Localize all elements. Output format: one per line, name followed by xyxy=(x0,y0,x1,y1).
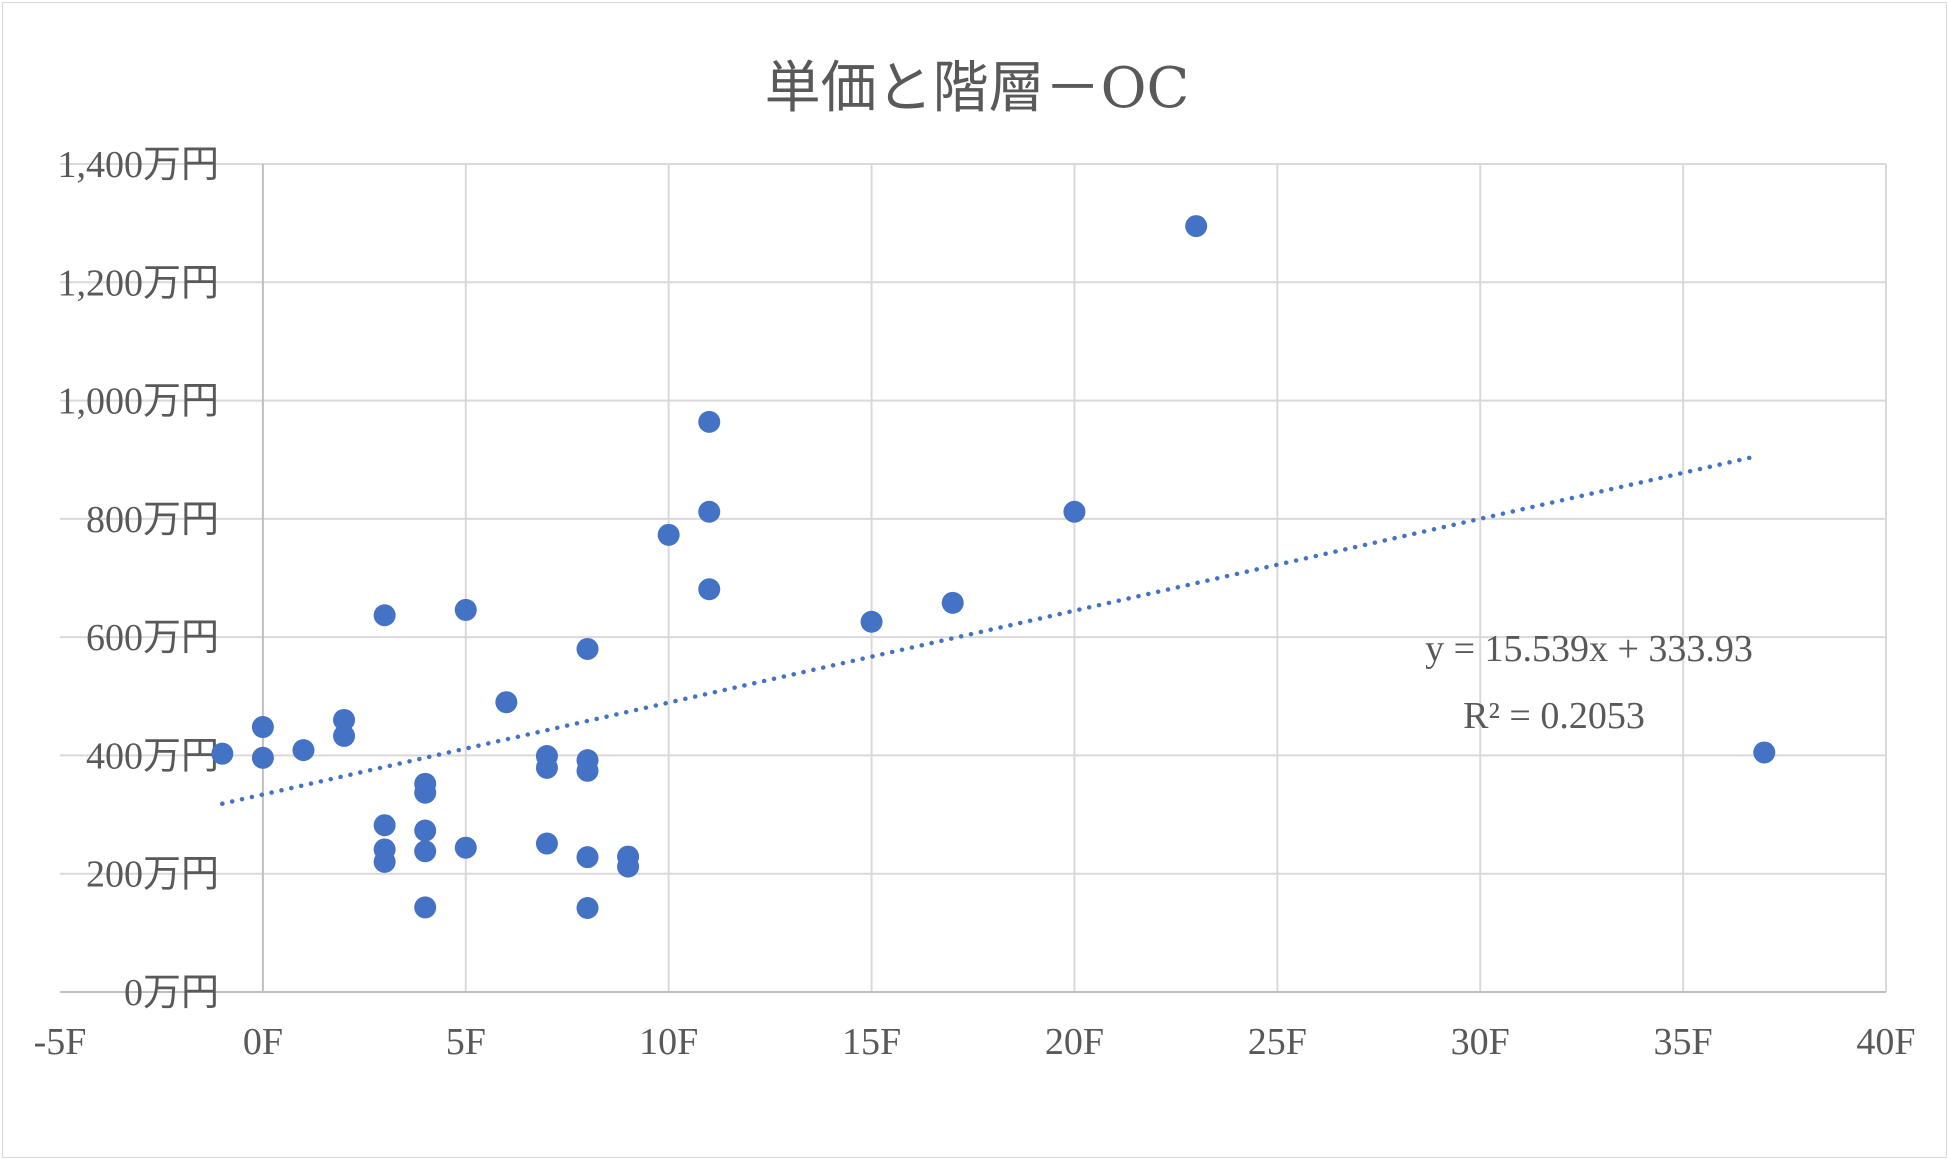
data-point xyxy=(373,604,396,627)
data-point xyxy=(698,410,721,433)
y-tick-label: 1,200万円 xyxy=(57,262,219,304)
data-point xyxy=(535,756,558,779)
x-tick-label: 35F xyxy=(1654,1021,1713,1063)
data-point xyxy=(698,578,721,601)
data-point xyxy=(576,846,599,869)
x-tick-label: 25F xyxy=(1248,1021,1307,1063)
x-axis-tick-labels: -5F 0F 5F 10F 15F 20F 25F 30F 35F 40F xyxy=(34,1021,1916,1063)
y-axis-tick-labels: 0万円 200万円 400万円 600万円 800万円 1,000万円 1,200万円 1,4… xyxy=(57,144,219,1014)
data-point xyxy=(211,742,234,765)
x-tick-label: 15F xyxy=(842,1021,901,1063)
data-point xyxy=(941,591,964,614)
data-point xyxy=(454,598,477,621)
trendline-group xyxy=(220,454,1759,806)
data-point xyxy=(251,716,274,739)
horizontal-gridlines xyxy=(60,163,1886,875)
x-tick-label: 5F xyxy=(446,1021,486,1063)
x-tick-label: 20F xyxy=(1045,1021,1104,1063)
data-point xyxy=(373,814,396,837)
x-tick-label: 40F xyxy=(1856,1021,1915,1063)
y-tick-label: 0万円 xyxy=(124,972,219,1014)
y-tick-label: 400万円 xyxy=(86,735,219,777)
trendline xyxy=(220,454,1759,806)
data-point xyxy=(1063,500,1086,523)
data-points xyxy=(211,215,1776,920)
data-point xyxy=(495,691,518,714)
data-point xyxy=(333,708,356,731)
y-tick-label: 600万円 xyxy=(86,617,219,659)
data-point xyxy=(576,637,599,660)
x-tick-label: 0F xyxy=(243,1021,283,1063)
data-point xyxy=(576,897,599,920)
y-tick-label: 800万円 xyxy=(86,499,219,541)
data-point xyxy=(1185,215,1208,238)
data-point xyxy=(373,850,396,873)
trendline-r-squared: R² = 0.2053 xyxy=(1463,695,1645,737)
data-point xyxy=(454,836,477,859)
x-tick-label: 10F xyxy=(639,1021,698,1063)
vertical-gridlines xyxy=(464,164,1887,992)
data-point xyxy=(1753,741,1776,764)
axes xyxy=(60,164,1886,993)
data-point xyxy=(414,781,437,804)
data-point xyxy=(860,610,883,633)
data-point xyxy=(414,840,437,863)
data-point xyxy=(698,500,721,523)
trendline-equation: y = 15.539x + 333.93 xyxy=(1425,628,1753,670)
data-point xyxy=(657,523,680,546)
data-point xyxy=(535,832,558,855)
data-point xyxy=(414,896,437,919)
y-tick-label: 200万円 xyxy=(86,854,219,896)
data-point xyxy=(576,759,599,782)
x-tick-label: -5F xyxy=(34,1021,87,1063)
data-point xyxy=(414,819,437,842)
chart-title: 単価と階層－OC xyxy=(765,56,1190,121)
data-point xyxy=(251,746,274,769)
y-tick-label: 1,000万円 xyxy=(57,381,219,423)
data-point xyxy=(617,855,640,878)
x-tick-label: 30F xyxy=(1451,1021,1510,1063)
y-tick-label: 1,400万円 xyxy=(57,144,219,186)
data-point xyxy=(292,739,315,762)
data-point xyxy=(333,724,356,747)
